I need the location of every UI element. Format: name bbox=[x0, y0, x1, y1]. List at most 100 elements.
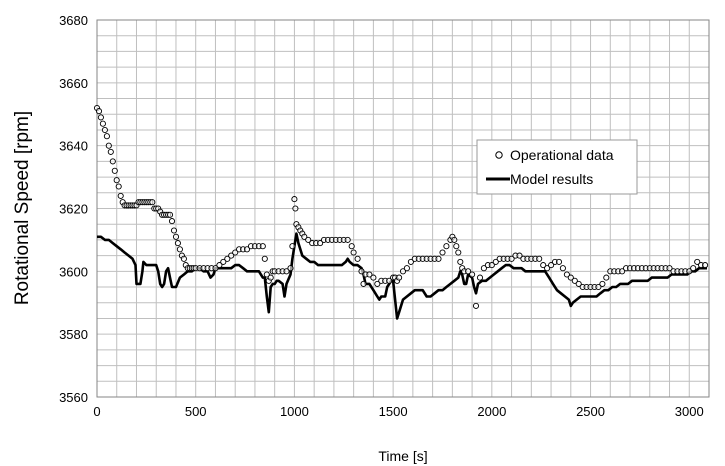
operational-data-point bbox=[666, 265, 673, 272]
operational-data-point bbox=[469, 271, 476, 278]
operational-data-point bbox=[354, 255, 361, 262]
operational-data-point bbox=[111, 167, 118, 174]
operational-data-point bbox=[399, 268, 407, 275]
operational-data-point bbox=[170, 227, 178, 234]
operational-data-point bbox=[366, 271, 373, 278]
operational-data-point bbox=[435, 255, 442, 262]
operational-data-point bbox=[107, 148, 114, 155]
operational-data-point bbox=[439, 249, 446, 256]
legend-label-operational-data: Operational data bbox=[510, 147, 614, 163]
operational-data-point bbox=[407, 258, 414, 265]
operational-data-point bbox=[575, 280, 582, 287]
legend-marker-operational-data bbox=[495, 151, 503, 159]
operational-data-point bbox=[595, 283, 602, 291]
operational-data-point bbox=[374, 280, 381, 287]
legend-label-model-results: Model results bbox=[510, 171, 593, 187]
operational-data-point bbox=[453, 243, 460, 250]
model-results-line bbox=[97, 232, 707, 320]
y-tick-label: 3580 bbox=[59, 327, 88, 342]
operational-data-point bbox=[117, 192, 124, 199]
x-tick-label: 0 bbox=[93, 404, 100, 419]
y-tick-label: 3660 bbox=[59, 76, 88, 91]
operational-data-point bbox=[516, 252, 523, 259]
operational-data-point bbox=[305, 236, 312, 243]
operational-data-point bbox=[571, 277, 578, 284]
operational-data-point bbox=[301, 233, 308, 240]
operational-data-point bbox=[488, 262, 495, 269]
legend-box bbox=[476, 139, 638, 195]
gridlines bbox=[97, 20, 709, 397]
operational-data-point bbox=[559, 265, 566, 272]
operational-data-point bbox=[472, 302, 480, 309]
operational-data-point bbox=[350, 249, 357, 256]
operational-data-point bbox=[457, 258, 464, 265]
legend: Operational data Model results bbox=[476, 139, 638, 195]
operational-data-point bbox=[243, 246, 251, 253]
operational-data-point bbox=[694, 258, 701, 265]
operational-data-point bbox=[690, 265, 697, 272]
plot-area-border bbox=[96, 19, 710, 398]
y-axis-ticks: 3560 3580 3600 3620 3640 3660 3680 bbox=[59, 13, 88, 405]
operational-data-point bbox=[292, 205, 299, 212]
operational-data-point bbox=[567, 274, 574, 281]
operational-data-point bbox=[103, 133, 110, 140]
operational-data-point bbox=[480, 265, 487, 272]
y-tick-label: 3680 bbox=[59, 13, 88, 28]
operational-data-point bbox=[465, 268, 472, 275]
operational-data-point bbox=[358, 268, 365, 275]
operational-data-point bbox=[476, 274, 484, 281]
operational-data-point bbox=[443, 243, 450, 250]
operational-data-point bbox=[451, 236, 458, 243]
operational-data-point bbox=[109, 158, 116, 165]
operational-data-point bbox=[344, 236, 351, 243]
operational-data-point bbox=[317, 240, 324, 247]
x-tick-label: 1500 bbox=[379, 404, 408, 419]
operational-data-point bbox=[544, 265, 551, 272]
operational-data-point bbox=[176, 246, 183, 253]
operational-data-point bbox=[360, 280, 367, 287]
operational-data-point bbox=[113, 177, 120, 184]
operational-data-point bbox=[702, 262, 709, 269]
operational-data-point bbox=[603, 274, 610, 281]
operational-data-point bbox=[283, 268, 290, 275]
operational-data-point bbox=[370, 274, 377, 281]
operational-data-point bbox=[168, 218, 176, 225]
model-results-series bbox=[97, 232, 707, 320]
operational-data-point bbox=[540, 262, 547, 269]
operational-data-point bbox=[259, 243, 266, 250]
operational-data-point bbox=[220, 258, 227, 265]
operational-data-point bbox=[172, 233, 180, 240]
operational-data-point bbox=[232, 249, 239, 256]
operational-data-point bbox=[263, 271, 270, 278]
x-axis-title: Time [s] bbox=[378, 448, 427, 464]
y-tick-label: 3620 bbox=[59, 202, 88, 217]
operational-data-point bbox=[166, 211, 174, 218]
operational-data-point bbox=[267, 274, 274, 281]
operational-data-point bbox=[115, 183, 122, 190]
operational-data-point bbox=[101, 126, 108, 134]
operational-data-point bbox=[619, 268, 626, 275]
operational-data-point bbox=[291, 196, 298, 203]
operational-data-series bbox=[93, 104, 709, 309]
y-tick-label: 3560 bbox=[59, 390, 88, 405]
operational-data-point bbox=[548, 262, 555, 269]
operational-data-point bbox=[228, 252, 235, 259]
operational-data-point bbox=[261, 255, 268, 262]
operational-data-point bbox=[180, 255, 187, 262]
x-tick-label: 1000 bbox=[280, 404, 309, 419]
operational-data-point bbox=[396, 274, 403, 281]
operational-data-point bbox=[508, 255, 515, 262]
operational-data-point bbox=[212, 265, 219, 272]
operational-data-point bbox=[216, 262, 223, 269]
operational-data-point bbox=[99, 120, 106, 127]
operational-data-point bbox=[149, 199, 156, 206]
x-axis-ticks: 0 500 1000 1500 2000 2500 3000 bbox=[93, 404, 703, 419]
operational-data-point bbox=[289, 243, 296, 250]
y-axis-title: Rotational Speed [rpm] bbox=[12, 111, 33, 305]
x-tick-label: 2500 bbox=[576, 404, 605, 419]
operational-data-point bbox=[97, 114, 104, 121]
operational-data-point bbox=[95, 108, 103, 115]
x-tick-label: 500 bbox=[185, 404, 207, 419]
